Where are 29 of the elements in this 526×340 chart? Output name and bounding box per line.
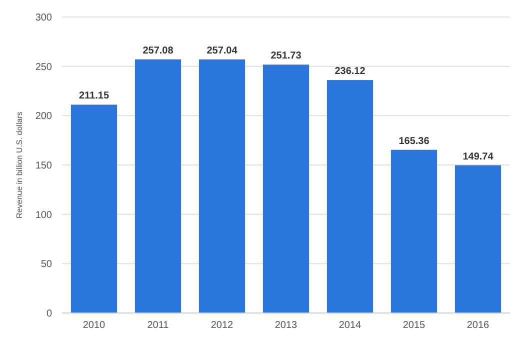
y-tick-label: 200 — [35, 111, 52, 122]
data-label: 149.74 — [462, 151, 494, 162]
x-tick-label: 2015 — [402, 320, 426, 331]
y-tick-label: 300 — [35, 12, 52, 24]
x-tick-label: 2014 — [338, 320, 362, 331]
bar — [390, 150, 438, 313]
x-tick-label: 2010 — [82, 320, 106, 331]
bar — [326, 80, 374, 313]
y-tick-label: 0 — [46, 308, 52, 320]
x-tick-label: 2013 — [274, 320, 298, 331]
data-label: 257.08 — [142, 45, 174, 56]
data-label: 211.15 — [78, 90, 110, 102]
x-tick-label: 2016 — [466, 320, 490, 331]
y-tick-label: 150 — [35, 160, 52, 172]
bar — [198, 59, 246, 313]
x-tick-label: 2012 — [210, 320, 234, 331]
bar — [262, 64, 310, 313]
data-label: 251.73 — [270, 50, 302, 62]
bar — [70, 104, 118, 313]
y-tick-label: 250 — [35, 62, 52, 73]
data-label: 257.04 — [206, 45, 238, 56]
y-tick-label: 50 — [40, 259, 52, 270]
y-tick-label: 100 — [35, 210, 52, 221]
data-label: 236.12 — [334, 66, 366, 78]
y-axis-title: Revenue in billion U.S. dollars — [15, 112, 24, 218]
data-label: 165.36 — [398, 136, 430, 147]
bar — [134, 59, 182, 313]
x-tick-label: 2011 — [147, 320, 170, 331]
bar — [454, 165, 502, 313]
